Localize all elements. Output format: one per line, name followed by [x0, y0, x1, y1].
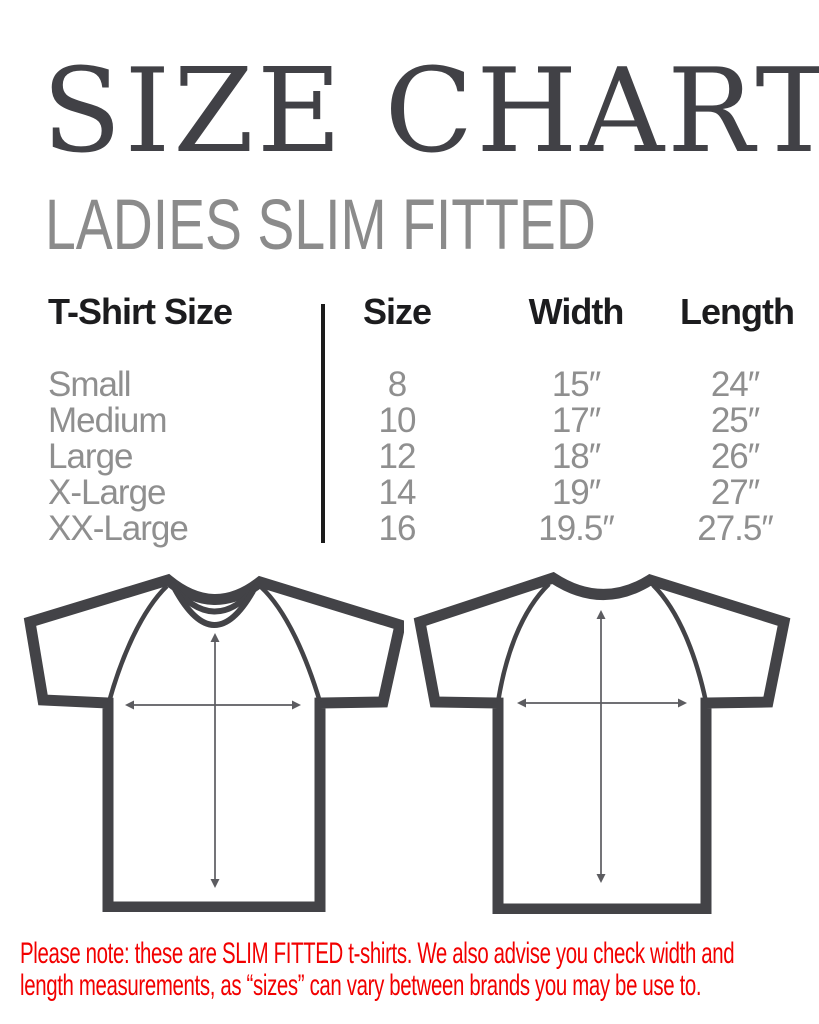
cell-length: 27″ — [710, 473, 760, 512]
cell-length: 26″ — [710, 437, 760, 476]
note-line-2: length measurements, as “sizes” can vary… — [20, 969, 702, 1002]
cell-width: 15″ — [551, 365, 601, 404]
table-row: X-Large 14 19″ 27″ — [48, 475, 790, 511]
col-header-tshirt-size: T-Shirt Size — [48, 291, 233, 332]
table-row: Large 12 18″ 26″ — [48, 439, 790, 475]
cell-tshirt-size: X-Large — [48, 473, 167, 512]
left-sleeve-seam — [106, 584, 169, 703]
table-divider — [321, 304, 325, 543]
cell-tshirt-size: XX-Large — [48, 509, 189, 548]
col-header-size: Size — [362, 291, 432, 332]
cell-width: 17″ — [551, 401, 601, 440]
cell-size: 14 — [378, 473, 417, 512]
cell-width: 18″ — [551, 437, 601, 476]
table-row: XX-Large 16 19.5″ 27.5″ — [48, 511, 790, 547]
col-header-width: Width — [528, 291, 625, 332]
col-header-length: Length — [680, 291, 795, 332]
cell-length: 25″ — [710, 401, 760, 440]
length-arrow — [596, 610, 606, 883]
note-line-1: Please note: these are SLIM FITTED t-shi… — [20, 937, 735, 970]
length-arrow — [210, 633, 220, 888]
cell-tshirt-size: Large — [48, 437, 134, 476]
table-row: Small 8 15″ 24″ — [48, 367, 790, 403]
back-shirt-outline — [413, 572, 791, 914]
cell-size: 8 — [387, 365, 407, 404]
cell-length: 24″ — [710, 365, 760, 404]
page-subtitle: LADIES SLIM FITTED — [45, 186, 596, 265]
cell-width: 19.5″ — [538, 509, 615, 548]
right-sleeve-seam — [259, 585, 323, 703]
width-arrow — [517, 698, 687, 708]
page-title: SIZE CHART — [42, 44, 819, 179]
cell-tshirt-size: Small — [48, 365, 132, 404]
cell-length: 27.5″ — [697, 509, 774, 548]
cell-size: 10 — [378, 401, 417, 440]
left-sleeve-seam — [495, 582, 551, 703]
front-shirt-diagram — [23, 573, 404, 912]
table-row: Medium 10 17″ 25″ — [48, 403, 790, 439]
size-table: T-Shirt Size Size Width Length Small 8 1… — [48, 291, 795, 547]
collar-rib-inner — [172, 587, 256, 628]
cell-width: 19″ — [551, 473, 601, 512]
width-arrow — [125, 700, 301, 710]
cell-size: 12 — [378, 437, 417, 476]
right-sleeve-seam — [651, 583, 709, 703]
back-shirt-diagram — [413, 572, 791, 914]
table-header-row: T-Shirt Size Size Width Length — [48, 291, 795, 332]
cell-tshirt-size: Medium — [48, 401, 167, 440]
cell-size: 16 — [378, 509, 417, 548]
